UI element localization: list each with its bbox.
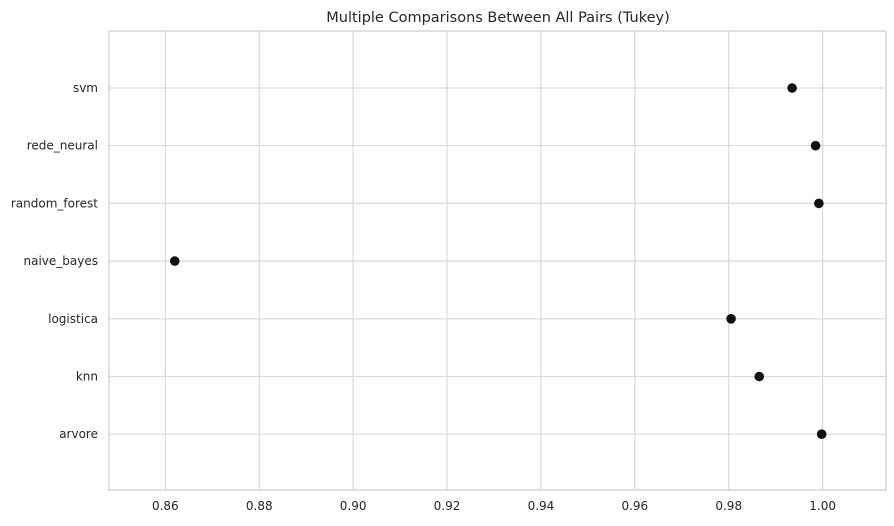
grid-layer	[109, 31, 886, 490]
y-category-label: svm	[73, 81, 98, 95]
data-point	[169, 256, 180, 266]
data-point	[816, 429, 827, 440]
x-tick-label: 0.86	[152, 499, 179, 513]
data-point	[787, 83, 797, 93]
x-tick-label: 0.98	[715, 499, 742, 513]
tick-label-layer: 0.86 0.88 0.90 0.92 0.94 0.96 0.98 1.00 svm rede_…	[11, 81, 836, 513]
x-tick-label: 0.96	[621, 499, 648, 513]
chart-title: Multiple Comparisons Between All Pairs (…	[326, 10, 670, 26]
y-category-label: naive_bayes	[24, 254, 98, 268]
data-point-layer	[169, 83, 827, 440]
y-category-label: random_forest	[11, 196, 98, 210]
data-point	[814, 198, 824, 209]
plot-frame	[108, 30, 887, 491]
x-tick-label: 0.94	[528, 499, 555, 513]
y-category-label: arvore	[59, 427, 98, 441]
y-category-label: rede_neural	[27, 139, 98, 153]
data-point	[754, 371, 765, 382]
data-point	[810, 140, 821, 151]
data-point	[726, 314, 736, 324]
x-tick-label: 0.90	[340, 499, 367, 513]
y-category-label: logistica	[48, 312, 98, 326]
y-category-label: knn	[76, 370, 98, 384]
x-tick-label: 0.92	[434, 499, 461, 513]
x-tick-label: 0.88	[246, 499, 273, 513]
x-tick-label: 1.00	[809, 499, 836, 513]
